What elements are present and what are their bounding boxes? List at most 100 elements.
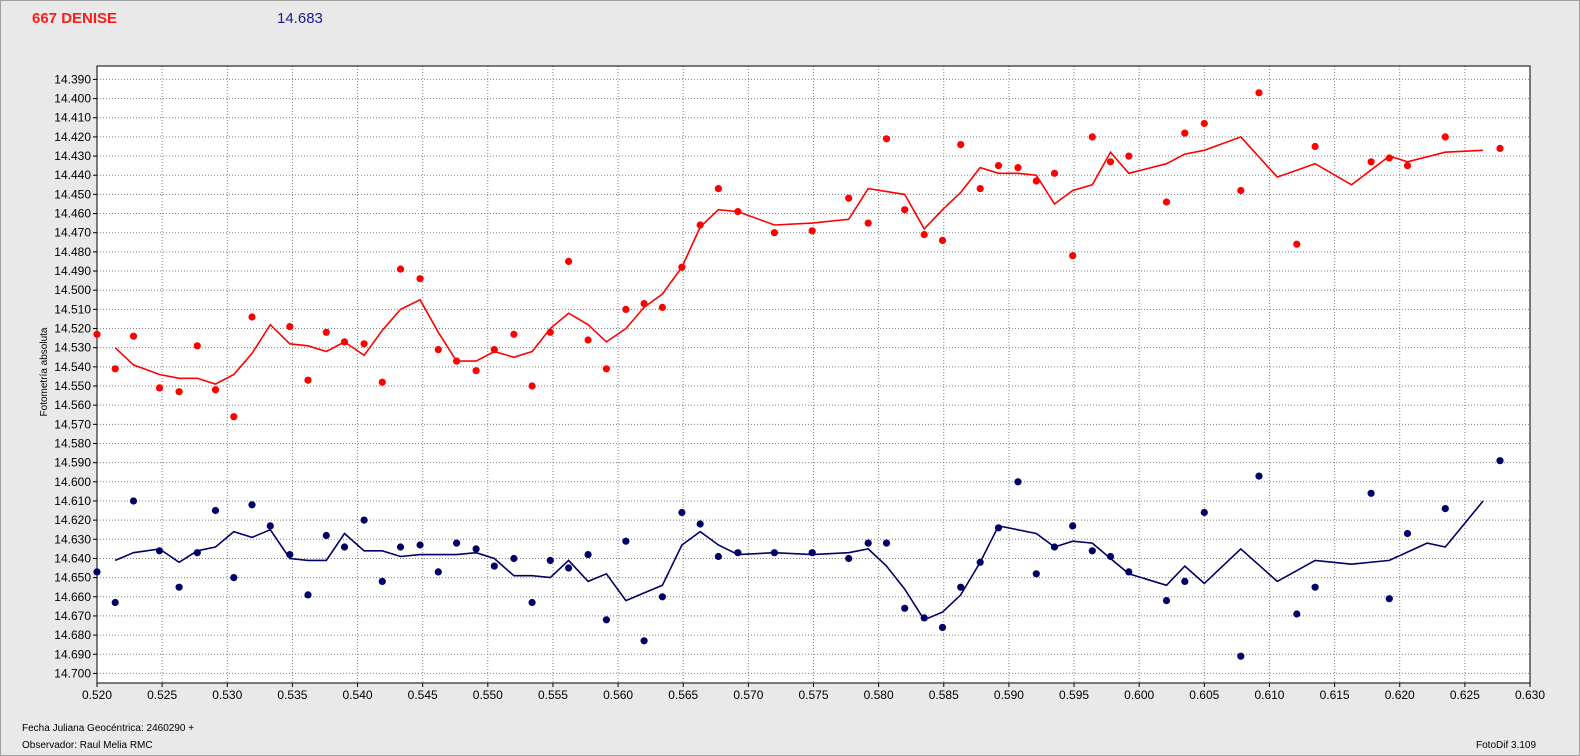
series-2-trend-line [114, 500, 1484, 621]
series-1-point [472, 367, 480, 375]
x-tick-label: 0.520 [82, 688, 112, 702]
series-2-point [1181, 577, 1189, 586]
series-2-point [1106, 552, 1115, 561]
x-tick-label: 0.560 [603, 688, 633, 702]
series-2-point [640, 637, 648, 645]
x-tick-label: 0.525 [147, 688, 177, 702]
x-tick-label: 0.570 [733, 688, 763, 702]
x-tick-label: 0.600 [1124, 688, 1154, 702]
y-tick-label: 14.600 [54, 475, 91, 489]
x-tick-label: 0.555 [538, 688, 568, 702]
series-2-point [286, 551, 294, 559]
x-axis-ticks: 0.520 0.525 0.530 0.535 0.540 0.545 0.550 0.555… [82, 683, 1545, 702]
series-2-point [957, 583, 965, 591]
series-2-point [602, 616, 611, 624]
series-layer [93, 89, 1504, 660]
series-1-point [1014, 164, 1022, 172]
series-1-point [882, 135, 891, 143]
y-tick-label: 14.400 [54, 92, 91, 106]
series-2-point [1050, 543, 1059, 551]
y-tick-label: 14.550 [54, 379, 91, 393]
series-1-point [230, 413, 238, 421]
series-2-point [622, 537, 630, 545]
x-tick-label: 0.550 [473, 688, 503, 702]
series-2-point [696, 520, 704, 528]
series-2-point [129, 497, 138, 505]
series-1-point [1441, 133, 1449, 141]
series-2-point [1496, 457, 1504, 465]
y-tick-label: 14.630 [54, 532, 91, 546]
series-2-point [1032, 570, 1040, 578]
series-1-point [864, 219, 872, 227]
y-tick-label: 14.470 [54, 226, 91, 240]
series-2-point [1255, 472, 1263, 480]
series-2-point [1403, 529, 1412, 538]
series-1-point [1162, 198, 1171, 206]
series-2-point [1311, 583, 1319, 591]
series-2-point [322, 531, 330, 540]
series-2-point [1088, 547, 1096, 555]
series-2 [93, 457, 1504, 660]
series-2-point [882, 539, 891, 547]
y-tick-label: 14.640 [54, 551, 91, 565]
series-1-point [734, 208, 742, 216]
x-tick-label: 0.595 [1059, 688, 1089, 702]
series-2-point [658, 593, 667, 601]
observer-label: Observador: Raul Melia RMC [22, 740, 153, 751]
series-1-point [546, 328, 554, 336]
series-1-point [193, 342, 201, 350]
series-1-point [994, 162, 1003, 170]
series-1-point [938, 236, 947, 244]
series-2-point [248, 501, 256, 509]
x-tick-label: 0.605 [1189, 688, 1219, 702]
series-1-point [1403, 162, 1412, 170]
series-1-point [678, 263, 686, 271]
series-1-point [1293, 240, 1301, 248]
x-tick-label: 0.535 [277, 688, 307, 702]
series-2-point [416, 541, 424, 549]
series-2-point [155, 547, 164, 555]
series-2-point [678, 508, 686, 517]
series-2-point [714, 552, 723, 561]
series-2-point [546, 556, 554, 565]
series-1-point [1050, 169, 1059, 177]
series-1-trend-line [114, 135, 1484, 385]
series-1-point [490, 346, 498, 354]
series-1-point [1255, 89, 1263, 97]
series-1-point [808, 227, 816, 235]
series-2-point [1441, 505, 1449, 513]
series-2-point [111, 598, 119, 607]
series-2-point [901, 604, 909, 612]
x-tick-label: 0.565 [668, 688, 698, 702]
series-1-point [602, 365, 611, 373]
y-tick-label: 14.540 [54, 360, 91, 374]
x-tick-label: 0.575 [798, 688, 828, 702]
x-tick-label: 0.545 [408, 688, 438, 702]
y-tick-label: 14.490 [54, 264, 91, 278]
series-2-point [1200, 508, 1208, 517]
y-tick-label: 14.660 [54, 590, 91, 604]
series-1-point [1125, 152, 1133, 160]
y-axis-ticks: 14.390 14.400 14.410 14.420 14.430 14.440 14.4… [54, 72, 97, 680]
series-1-point [155, 384, 164, 392]
series-1 [93, 89, 1504, 421]
series-1-point [770, 229, 779, 237]
series-2-point [1014, 478, 1022, 486]
x-tick-label: 0.590 [994, 688, 1024, 702]
series-1-point [1385, 154, 1393, 162]
x-tick-label: 0.625 [1450, 688, 1480, 702]
x-tick-label: 0.610 [1254, 688, 1284, 702]
x-tick-label: 0.585 [929, 688, 959, 702]
x-tick-label: 0.615 [1320, 688, 1350, 702]
y-tick-label: 14.450 [54, 187, 91, 201]
y-tick-label: 14.650 [54, 571, 91, 585]
series-2-point [472, 545, 480, 553]
series-2-point [453, 539, 461, 547]
y-tick-label: 14.440 [54, 168, 91, 182]
y-tick-label: 14.500 [54, 283, 91, 297]
y-tick-label: 14.420 [54, 130, 91, 144]
series-2-point [175, 583, 183, 591]
series-2-point [976, 558, 984, 566]
x-tick-label: 0.540 [343, 688, 373, 702]
